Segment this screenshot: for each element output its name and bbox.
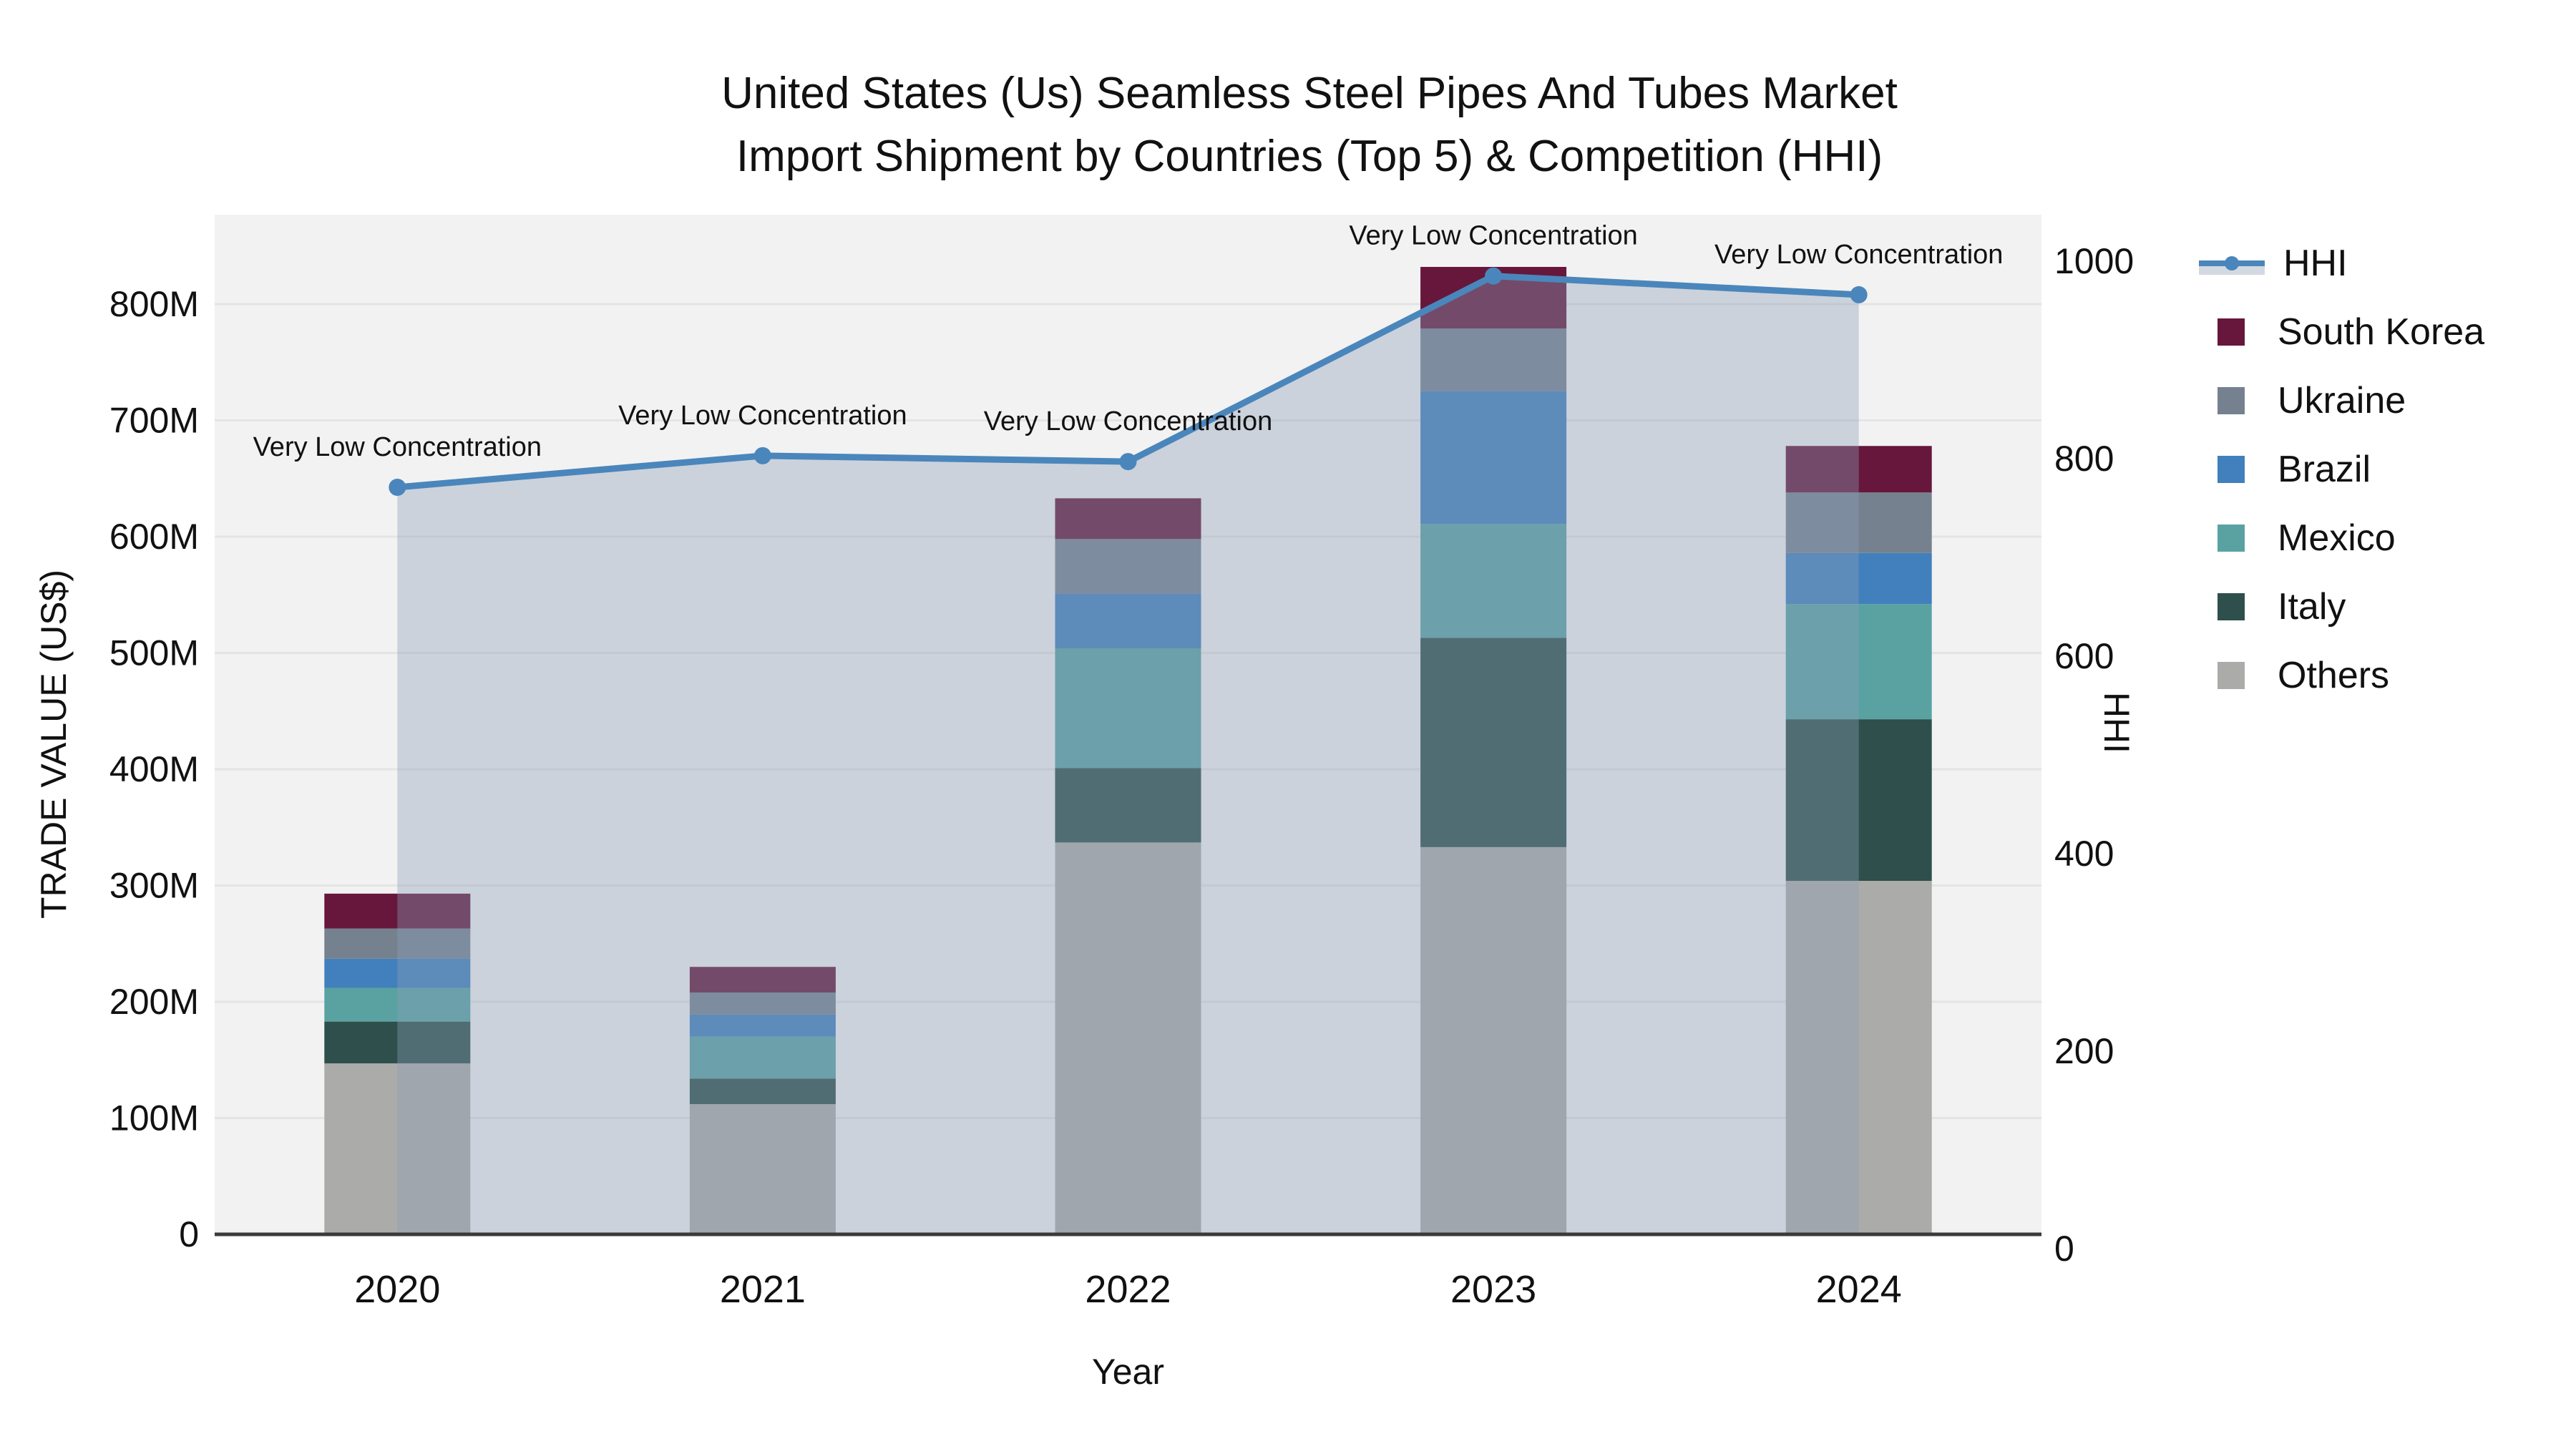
legend-swatch-icon xyxy=(2218,387,2245,414)
bar-segment-2022-mexico[interactable] xyxy=(1055,648,1201,769)
legend-swatch-icon xyxy=(2218,525,2245,552)
y-left-tick-100M: 100M xyxy=(109,1098,199,1138)
bar-segment-2021-ukraine[interactable] xyxy=(689,992,836,1015)
bar-segment-2024-south-korea[interactable] xyxy=(1785,446,1932,493)
bar-segment-2024-ukraine[interactable] xyxy=(1785,492,1932,553)
bar-segment-2020-brazil[interactable] xyxy=(324,958,471,988)
legend-label: South Korea xyxy=(2278,311,2485,353)
bar-segment-2022-italy[interactable] xyxy=(1055,768,1201,843)
bar-segment-2023-brazil[interactable] xyxy=(1420,391,1567,525)
legend: HHI South Korea Ukraine Brazil Mexico Italy Ot… xyxy=(2186,0,2576,1449)
y-left-tick-400M: 400M xyxy=(109,749,199,789)
y-right-tick-600: 600 xyxy=(2054,636,2114,676)
y-left-tick-300M: 300M xyxy=(109,866,199,906)
annotation-2022: Very Low Concentration xyxy=(984,406,1272,436)
legend-item-ukraine[interactable]: Ukraine xyxy=(2186,378,2406,424)
bar-segment-2022-south-korea[interactable] xyxy=(1055,498,1201,540)
legend-item-hhi[interactable]: HHI xyxy=(2186,240,2348,286)
bar-segment-2020-south-korea[interactable] xyxy=(324,893,471,929)
legend-swatch-icon xyxy=(2218,318,2245,346)
bar-segment-2022-brazil[interactable] xyxy=(1055,593,1201,648)
bar-segment-2020-ukraine[interactable] xyxy=(324,928,471,959)
hhi-point-2024[interactable] xyxy=(1850,286,1868,303)
legend-label: Ukraine xyxy=(2278,380,2406,421)
y-left-tick-0: 0 xyxy=(179,1214,199,1254)
hhi-point-2022[interactable] xyxy=(1119,453,1137,471)
chart-title-line2: Import Shipment by Countries (Top 5) & C… xyxy=(736,132,1883,181)
y-left-tick-700M: 700M xyxy=(109,401,199,441)
bar-segment-2021-others[interactable] xyxy=(689,1104,836,1234)
chart-title-line1: United States (Us) Seamless Steel Pipes … xyxy=(721,69,1898,118)
hhi-point-2020[interactable] xyxy=(389,479,406,497)
legend-item-brazil[interactable]: Brazil xyxy=(2186,447,2371,492)
y-left-tick-200M: 200M xyxy=(109,982,199,1022)
bar-segment-2020-mexico[interactable] xyxy=(324,987,471,1022)
bar-segment-2022-others[interactable] xyxy=(1055,842,1201,1234)
x-axis-title: Year xyxy=(1091,1352,1165,1392)
x-tick-2024: 2024 xyxy=(1816,1268,1902,1311)
x-tick-2021: 2021 xyxy=(720,1268,806,1311)
y-right-tick-1000: 1000 xyxy=(2054,241,2134,281)
bar-segment-2024-mexico[interactable] xyxy=(1785,604,1932,720)
legend-swatch-icon xyxy=(2218,662,2245,689)
bar-segment-2021-italy[interactable] xyxy=(689,1078,836,1104)
legend-label: Mexico xyxy=(2278,517,2396,559)
legend-label: Brazil xyxy=(2278,449,2371,490)
annotation-2023: Very Low Concentration xyxy=(1349,221,1637,251)
y-axis-left-title: TRADE VALUE (US$) xyxy=(34,569,74,919)
hhi-point-2023[interactable] xyxy=(1485,267,1503,285)
bar-segment-2021-brazil[interactable] xyxy=(689,1014,836,1037)
bar-segment-2021-south-korea[interactable] xyxy=(689,967,836,992)
y-axis-right-title: HHI xyxy=(2097,691,2137,754)
hhi-area-fill xyxy=(397,275,1859,1235)
legend-item-others[interactable]: Others xyxy=(2186,653,2389,698)
legend-swatch-icon xyxy=(2218,456,2245,483)
y-right-tick-0: 0 xyxy=(2054,1229,2074,1269)
x-tick-2020: 2020 xyxy=(354,1268,440,1311)
x-tick-2023: 2023 xyxy=(1450,1268,1536,1311)
bar-segment-2021-mexico[interactable] xyxy=(689,1036,836,1079)
y-left-tick-500M: 500M xyxy=(109,633,199,673)
hhi-legend-marker-icon xyxy=(2199,249,2265,278)
legend-item-mexico[interactable]: Mexico xyxy=(2186,515,2396,561)
legend-swatch-icon xyxy=(2218,593,2245,620)
annotation-2024: Very Low Concentration xyxy=(1714,240,2003,270)
legend-label: HHI xyxy=(2283,243,2348,284)
legend-label: Others xyxy=(2278,655,2390,696)
bar-segment-2024-others[interactable] xyxy=(1785,881,1932,1234)
y-left-tick-600M: 600M xyxy=(109,517,199,557)
y-right-tick-400: 400 xyxy=(2054,834,2114,874)
bar-segment-2023-others[interactable] xyxy=(1420,847,1567,1234)
legend-item-south-korea[interactable]: South Korea xyxy=(2186,309,2484,355)
bar-segment-2024-italy[interactable] xyxy=(1785,719,1932,881)
legend-item-italy[interactable]: Italy xyxy=(2186,584,2346,630)
bar-segment-2023-ukraine[interactable] xyxy=(1420,328,1567,391)
annotation-2020: Very Low Concentration xyxy=(253,432,542,462)
bar-segment-2024-brazil[interactable] xyxy=(1785,552,1932,605)
y-right-tick-200: 200 xyxy=(2054,1031,2114,1071)
annotation-2021: Very Low Concentration xyxy=(618,401,907,431)
y-left-tick-800M: 800M xyxy=(109,284,199,324)
bar-segment-2020-italy[interactable] xyxy=(324,1021,471,1064)
bar-segment-2023-italy[interactable] xyxy=(1420,638,1567,847)
bar-segment-2020-others[interactable] xyxy=(324,1063,471,1234)
hhi-point-2021[interactable] xyxy=(753,447,771,464)
bar-segment-2022-ukraine[interactable] xyxy=(1055,539,1201,594)
bar-segment-2023-mexico[interactable] xyxy=(1420,524,1567,638)
legend-label: Italy xyxy=(2278,586,2346,628)
y-right-tick-800: 800 xyxy=(2054,439,2114,479)
x-tick-2022: 2022 xyxy=(1085,1268,1171,1311)
